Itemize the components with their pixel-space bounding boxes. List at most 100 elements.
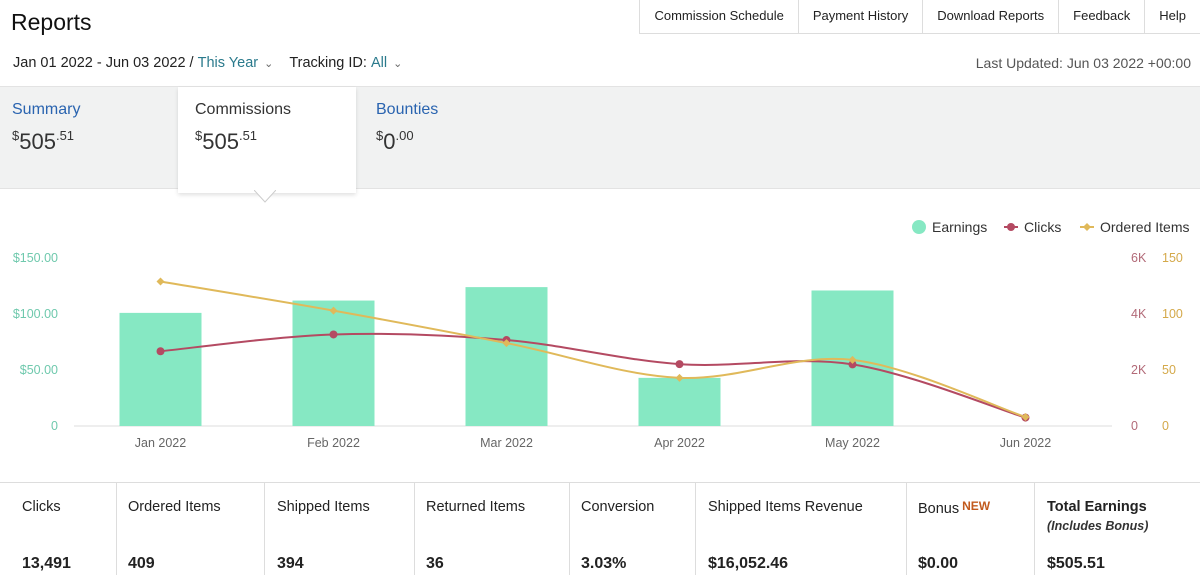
tab-bounties[interactable]: Bounties $0.00 xyxy=(364,87,450,190)
tab-label: Summary xyxy=(12,101,81,118)
stat-value: $505.51 xyxy=(1047,555,1105,572)
ordered-items-point xyxy=(848,355,857,364)
stat-label: Shipped Items xyxy=(277,499,370,515)
stat-label: Conversion xyxy=(581,499,655,515)
earnings-bar xyxy=(119,312,202,426)
y-tick-label-right-clicks: 2K xyxy=(1131,363,1147,377)
ordered-items-point xyxy=(329,306,338,315)
y-axis-right-clicks: 6K 4K 2K 0 xyxy=(1131,251,1147,433)
chevron-down-icon[interactable]: ⌄ xyxy=(393,57,403,70)
earnings-bar xyxy=(465,287,548,426)
stat-value: $16,052.46 xyxy=(708,555,789,572)
report-filters: Jan 01 2022 - Jun 03 2022 / This Year ⌄ … xyxy=(13,55,402,71)
tab-commissions[interactable]: Commissions $505.51 xyxy=(178,87,356,193)
tab-label: Bounties xyxy=(376,101,439,118)
tab-summary[interactable]: Summary $505.51 xyxy=(0,87,92,190)
legend-marker-clicks xyxy=(1007,223,1015,231)
y-tick-label-left: $50.00 xyxy=(20,363,58,377)
stat-value: 409 xyxy=(128,555,155,572)
ordered-items-point xyxy=(502,339,511,348)
tab-amount: $505.51 xyxy=(195,128,258,154)
stat-label: Returned Items xyxy=(426,499,526,515)
x-tick-label: May 2022 xyxy=(825,436,880,450)
selected-tab-pointer xyxy=(254,190,276,203)
tracking-id-label: Tracking ID: xyxy=(289,55,367,71)
clicks-point xyxy=(848,360,857,369)
page-title: Reports xyxy=(11,9,92,35)
stat-shipped-items: Shipped Items 394 xyxy=(265,483,415,575)
chart-canvas: $150.00 $100.00 $50.00 0 6K 4K 2K 0 150 100 50 0 Jan… xyxy=(13,219,1190,450)
x-axis: Jan 2022 Feb 2022 Mar 2022 Apr 2022 May 2022… xyxy=(135,436,1051,450)
date-range-text: Jan 01 2022 - Jun 03 2022 / xyxy=(13,55,194,71)
stat-value: 36 xyxy=(426,555,444,572)
y-tick-label-right-clicks: 6K xyxy=(1131,251,1147,265)
new-badge: NEW xyxy=(962,499,991,513)
ordered-items-line xyxy=(160,280,1026,418)
ordered-items-point xyxy=(675,373,684,382)
tab-amount: $0.00 xyxy=(376,128,414,154)
clicks-line xyxy=(160,332,1026,419)
nav-payment-history[interactable]: Payment History xyxy=(797,0,922,33)
ordered-items-series xyxy=(156,277,1030,422)
stat-label: Shipped Items Revenue xyxy=(708,499,863,515)
clicks-series xyxy=(156,330,1030,422)
stat-total-earnings: Total Earnings (Includes Bonus) $505.51 xyxy=(1035,483,1200,575)
y-tick-label-right-clicks: 0 xyxy=(1131,419,1138,433)
tab-label: Commissions xyxy=(195,101,292,118)
x-tick-label: Jan 2022 xyxy=(135,436,186,450)
last-updated-text: Last Updated: Jun 03 2022 +00:00 xyxy=(975,55,1191,71)
stat-label: Total Earnings (Includes Bonus) xyxy=(1047,499,1200,533)
earnings-bars xyxy=(119,287,894,426)
stats-bar: Clicks 13,491 Ordered Items 409 Shipped … xyxy=(0,482,1200,575)
tracking-id-dropdown[interactable]: All xyxy=(370,55,388,71)
x-tick-label: Jun 2022 xyxy=(1000,436,1051,450)
stat-value: 3.03% xyxy=(581,555,627,572)
nav-feedback[interactable]: Feedback xyxy=(1058,0,1144,33)
legend-marker-ordered-items xyxy=(1083,223,1091,231)
stat-value: 394 xyxy=(277,555,304,572)
stat-label: Bonus NEW xyxy=(918,499,991,517)
stat-label: Clicks xyxy=(22,499,61,515)
tab-amount: $505.51 xyxy=(12,128,75,154)
nav-commission-schedule[interactable]: Commission Schedule xyxy=(639,0,797,33)
legend-marker-earnings xyxy=(912,220,926,234)
y-tick-label-right-ordered: 50 xyxy=(1162,363,1176,377)
legend-label-clicks: Clicks xyxy=(1024,219,1061,235)
ordered-items-point xyxy=(156,277,165,286)
nav-help[interactable]: Help xyxy=(1144,0,1200,33)
x-tick-label: Feb 2022 xyxy=(307,436,360,450)
y-tick-label-left: $100.00 xyxy=(13,307,58,321)
stat-value: $0.00 xyxy=(918,555,959,572)
stat-value: 13,491 xyxy=(22,555,71,572)
stat-returned-items: Returned Items 36 xyxy=(415,483,570,575)
y-axis-right-ordered: 150 100 50 0 xyxy=(1162,251,1183,433)
nav-download-reports[interactable]: Download Reports xyxy=(922,0,1058,33)
legend-label-ordered-items: Ordered Items xyxy=(1100,219,1189,235)
chart-legend: Earnings Clicks Ordered Items xyxy=(912,219,1189,235)
y-tick-label-left: 0 xyxy=(51,419,58,433)
stat-label: Ordered Items xyxy=(128,499,221,515)
y-tick-label-left: $150.00 xyxy=(13,251,58,265)
period-dropdown[interactable]: This Year xyxy=(197,55,259,71)
y-axis-left: $150.00 $100.00 $50.00 0 xyxy=(13,251,58,433)
clicks-point xyxy=(329,330,338,339)
stat-bonus: Bonus NEW $0.00 xyxy=(907,483,1035,575)
y-tick-label-right-clicks: 4K xyxy=(1131,307,1147,321)
y-tick-label-right-ordered: 150 xyxy=(1162,251,1183,265)
top-navigation: Commission Schedule Payment History Down… xyxy=(639,0,1200,34)
clicks-point xyxy=(675,360,684,369)
earnings-bar xyxy=(638,377,721,426)
x-tick-label: Apr 2022 xyxy=(654,436,705,450)
x-tick-label: Mar 2022 xyxy=(480,436,533,450)
stat-ordered-items: Ordered Items 409 xyxy=(117,483,265,575)
stat-sublabel: (Includes Bonus) xyxy=(1047,519,1149,533)
clicks-point xyxy=(156,347,165,356)
stat-shipped-items-revenue: Shipped Items Revenue $16,052.46 xyxy=(696,483,907,575)
legend-label-earnings: Earnings xyxy=(932,219,987,235)
chevron-down-icon[interactable]: ⌄ xyxy=(264,57,274,70)
stat-clicks: Clicks 13,491 xyxy=(0,483,117,575)
y-tick-label-right-ordered: 100 xyxy=(1162,307,1183,321)
report-tabs: Summary $505.51 Commissions $505.51 Boun… xyxy=(0,86,1200,193)
earnings-bar xyxy=(292,300,375,426)
ordered-items-point xyxy=(1021,413,1030,422)
